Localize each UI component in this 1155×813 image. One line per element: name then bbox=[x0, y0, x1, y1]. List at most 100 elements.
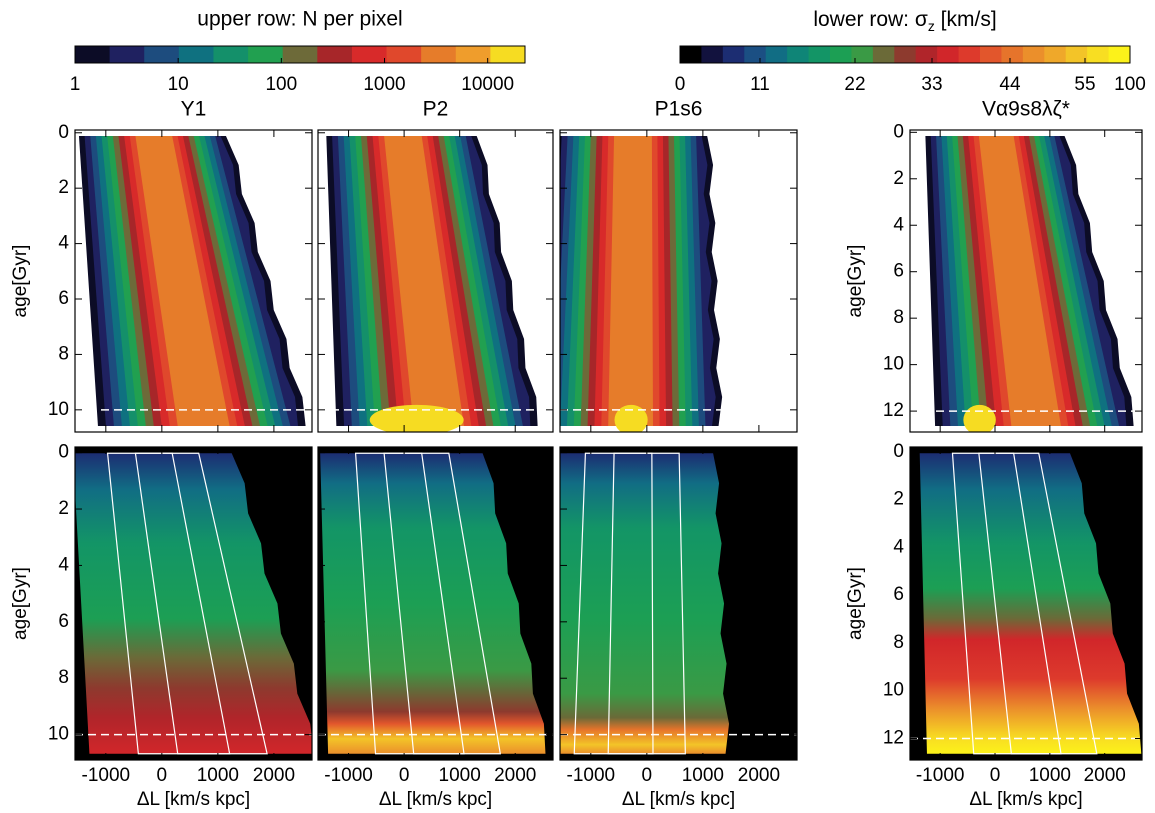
y-tick-label: 4 bbox=[58, 233, 69, 254]
x-axis-label: ΔL [km/s kpc] bbox=[137, 789, 250, 810]
contour-level bbox=[608, 136, 653, 426]
x-tick-label: 0 bbox=[399, 765, 410, 786]
y-tick-label: 0 bbox=[893, 441, 904, 462]
colorbar-swatch bbox=[1022, 46, 1045, 63]
panel-title: P2 bbox=[423, 98, 449, 121]
panel-title: P1s6 bbox=[655, 98, 703, 121]
colorbar-swatch bbox=[872, 46, 895, 63]
colorbar-swatch bbox=[980, 46, 1002, 63]
panel-frame bbox=[909, 446, 1143, 761]
contour-level bbox=[384, 136, 464, 426]
y-tick-label: 12 bbox=[883, 400, 904, 421]
x-tick-label: -1000 bbox=[567, 765, 616, 786]
x-tick-label: 0 bbox=[990, 765, 1001, 786]
panel bbox=[318, 447, 553, 760]
contour-line bbox=[383, 452, 465, 755]
contour-level bbox=[963, 404, 996, 432]
colorbar-swatch bbox=[455, 46, 491, 63]
colorbar-tick-label: 55 bbox=[1074, 74, 1095, 95]
y-axis-label: age[Gyr] bbox=[845, 567, 866, 640]
colorbar-swatch bbox=[1001, 46, 1024, 63]
colorbar-tick-label: 11 bbox=[750, 74, 770, 95]
colorbar-tick-label: 1 bbox=[70, 74, 81, 95]
y-tick-label: 0 bbox=[893, 121, 904, 142]
y-tick-label: 2 bbox=[58, 177, 69, 198]
y-tick-label: 10 bbox=[48, 399, 69, 420]
contour-level bbox=[135, 136, 230, 426]
colorbar-title: upper row: N per pixel bbox=[197, 8, 402, 31]
y-tick-label: 4 bbox=[58, 554, 69, 575]
colorbar-swatch bbox=[830, 46, 852, 63]
contour-line bbox=[106, 452, 268, 755]
y-tick-label: 8 bbox=[893, 307, 904, 328]
colorbar-swatch bbox=[701, 46, 724, 63]
x-tick-label: -1000 bbox=[916, 765, 965, 786]
x-tick-label: 2000 bbox=[253, 765, 295, 786]
y-tick-label: 8 bbox=[58, 343, 69, 364]
panel-title: Vα9s8λζ* bbox=[982, 98, 1070, 121]
x-axis-label: ΔL [km/s kpc] bbox=[969, 789, 1082, 810]
colorbar-tick-label: 10000 bbox=[461, 74, 514, 95]
colorbar-tick-label: 22 bbox=[844, 74, 865, 95]
y-tick-label: 6 bbox=[893, 584, 904, 605]
x-tick-label: -1000 bbox=[82, 765, 131, 786]
y-tick-label: 2 bbox=[893, 489, 904, 510]
colorbar-swatch bbox=[109, 46, 145, 63]
colorbar-tick-label: 100 bbox=[265, 74, 297, 95]
y-tick-label: 4 bbox=[893, 214, 904, 235]
y-tick-label: 6 bbox=[58, 288, 69, 309]
contour-line bbox=[607, 452, 654, 755]
colorbar-swatch bbox=[421, 46, 457, 63]
panel-frame bbox=[559, 446, 798, 761]
y-tick-label: 0 bbox=[58, 122, 69, 143]
y-axis-label: age[Gyr] bbox=[845, 245, 866, 318]
contour-fill bbox=[919, 453, 1142, 754]
panel-frame bbox=[559, 129, 798, 433]
y-tick-label: 8 bbox=[893, 632, 904, 653]
colorbar-swatch bbox=[937, 46, 960, 63]
colorbar-title-part: [km/s] bbox=[935, 8, 997, 31]
x-tick-label: 1000 bbox=[439, 765, 481, 786]
colorbar-swatch bbox=[1065, 46, 1088, 63]
panel-frame bbox=[909, 129, 1143, 433]
colorbar-swatch bbox=[744, 46, 767, 63]
y-tick-label: 2 bbox=[58, 498, 69, 519]
panel bbox=[910, 130, 1142, 432]
x-axis-label: ΔL [km/s kpc] bbox=[379, 789, 492, 810]
colorbar-swatch bbox=[1044, 46, 1067, 63]
contour-line bbox=[951, 452, 1098, 755]
y-tick-label: 10 bbox=[883, 354, 904, 375]
panel-frame bbox=[317, 129, 554, 433]
y-tick-label: 6 bbox=[58, 611, 69, 632]
colorbar-tick-label: 10 bbox=[168, 74, 189, 95]
y-tick-label: 4 bbox=[893, 536, 904, 557]
colorbar-title-part: lower row: σ bbox=[813, 8, 928, 31]
colorbar-tick-label: 33 bbox=[921, 74, 942, 95]
contour-line bbox=[134, 452, 231, 755]
panel-frame bbox=[74, 129, 313, 433]
y-axis-label: age[Gyr] bbox=[10, 567, 31, 640]
y-tick-label: 8 bbox=[58, 667, 69, 688]
contour-level bbox=[978, 136, 1061, 426]
x-tick-label: 1000 bbox=[197, 765, 239, 786]
colorbar-swatch bbox=[75, 46, 111, 63]
contour-level bbox=[369, 404, 464, 432]
y-tick-label: 12 bbox=[883, 728, 904, 749]
colorbar-title: lower row: σz [km/s] bbox=[813, 8, 996, 34]
x-tick-label: 1000 bbox=[1029, 765, 1071, 786]
colorbar-swatch bbox=[1108, 46, 1131, 63]
y-tick-label: 10 bbox=[48, 724, 69, 745]
colorbar-title-part: z bbox=[928, 18, 935, 34]
panel bbox=[318, 130, 553, 432]
colorbar-swatch bbox=[1087, 46, 1110, 63]
contour-line bbox=[978, 452, 1062, 755]
colorbar-swatch bbox=[808, 46, 831, 63]
contour-fill bbox=[75, 453, 312, 754]
y-tick-label: 2 bbox=[893, 168, 904, 189]
colorbar-swatch bbox=[915, 46, 938, 63]
colorbar-swatch bbox=[851, 46, 874, 63]
colorbar-swatch bbox=[351, 46, 388, 63]
panel bbox=[75, 130, 312, 432]
colorbar-swatch bbox=[282, 46, 318, 63]
